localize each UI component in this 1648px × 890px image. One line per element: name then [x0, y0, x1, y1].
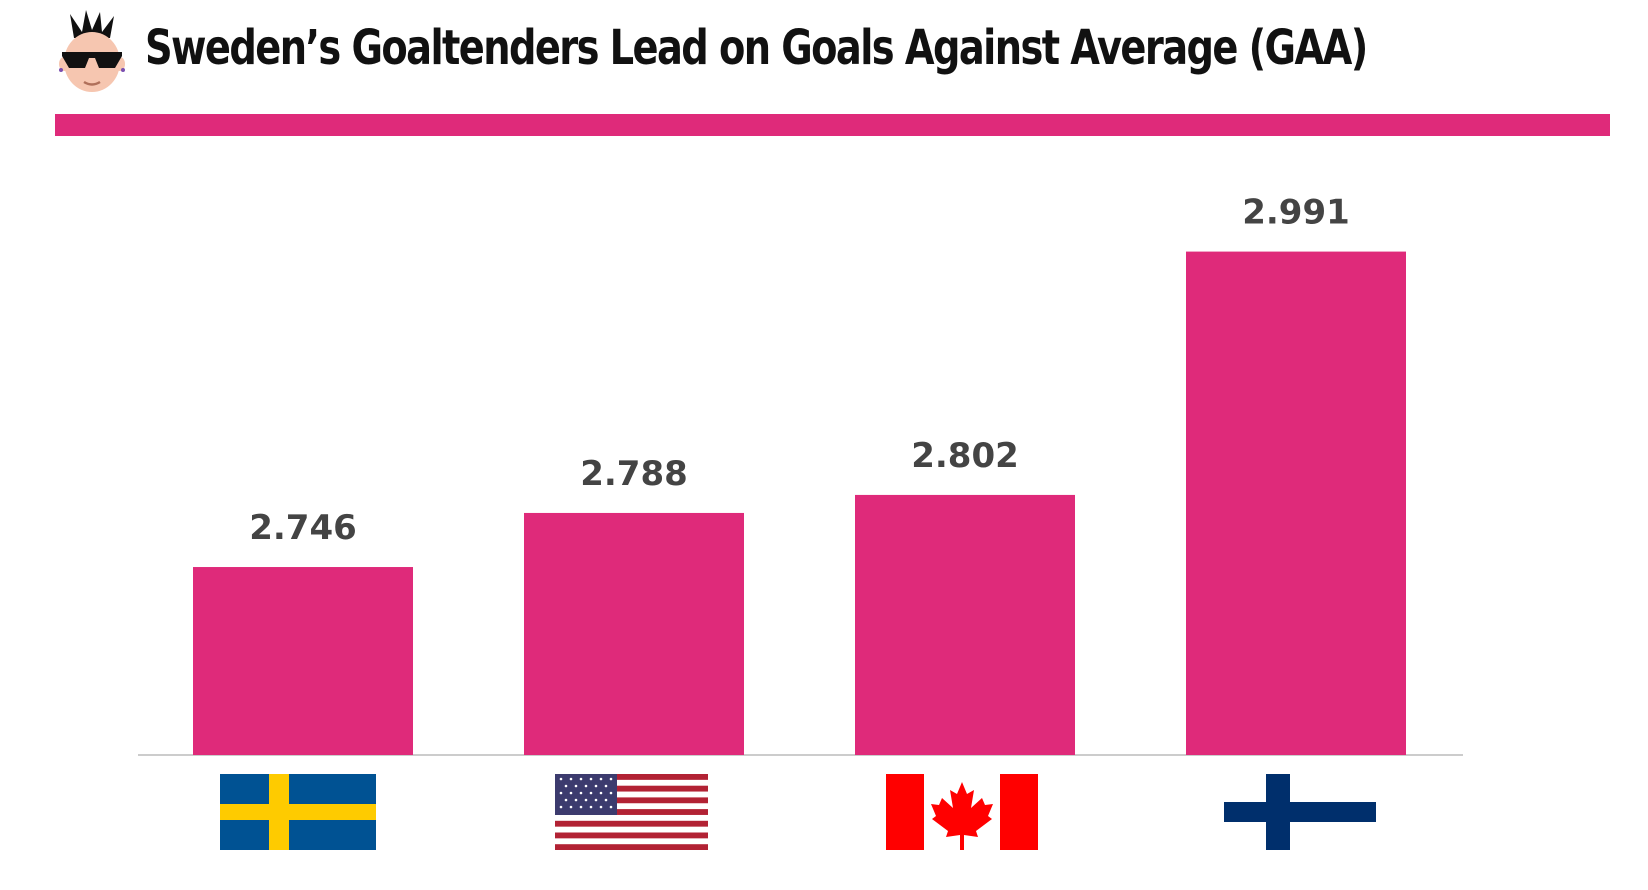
value-label-finland: 2.991: [1242, 193, 1350, 233]
title-underline: [55, 114, 1610, 136]
usa-flag-icon: [555, 774, 708, 850]
bar-usa: [524, 512, 744, 755]
page-title: Sweden’s Goaltenders Lead on Goals Again…: [145, 20, 1368, 76]
sweden-flag-icon: [220, 774, 376, 850]
value-label-canada: 2.802: [911, 436, 1019, 476]
value-label-sweden: 2.746: [249, 508, 357, 548]
bar-canada: [855, 494, 1075, 755]
bar-finland: [1186, 251, 1406, 755]
canada-flag-icon: [886, 774, 1038, 850]
value-label-usa: 2.788: [580, 454, 688, 494]
finland-flag-icon: [1224, 774, 1376, 850]
bar-sweden: [193, 567, 413, 755]
logo-icon: [59, 10, 125, 92]
